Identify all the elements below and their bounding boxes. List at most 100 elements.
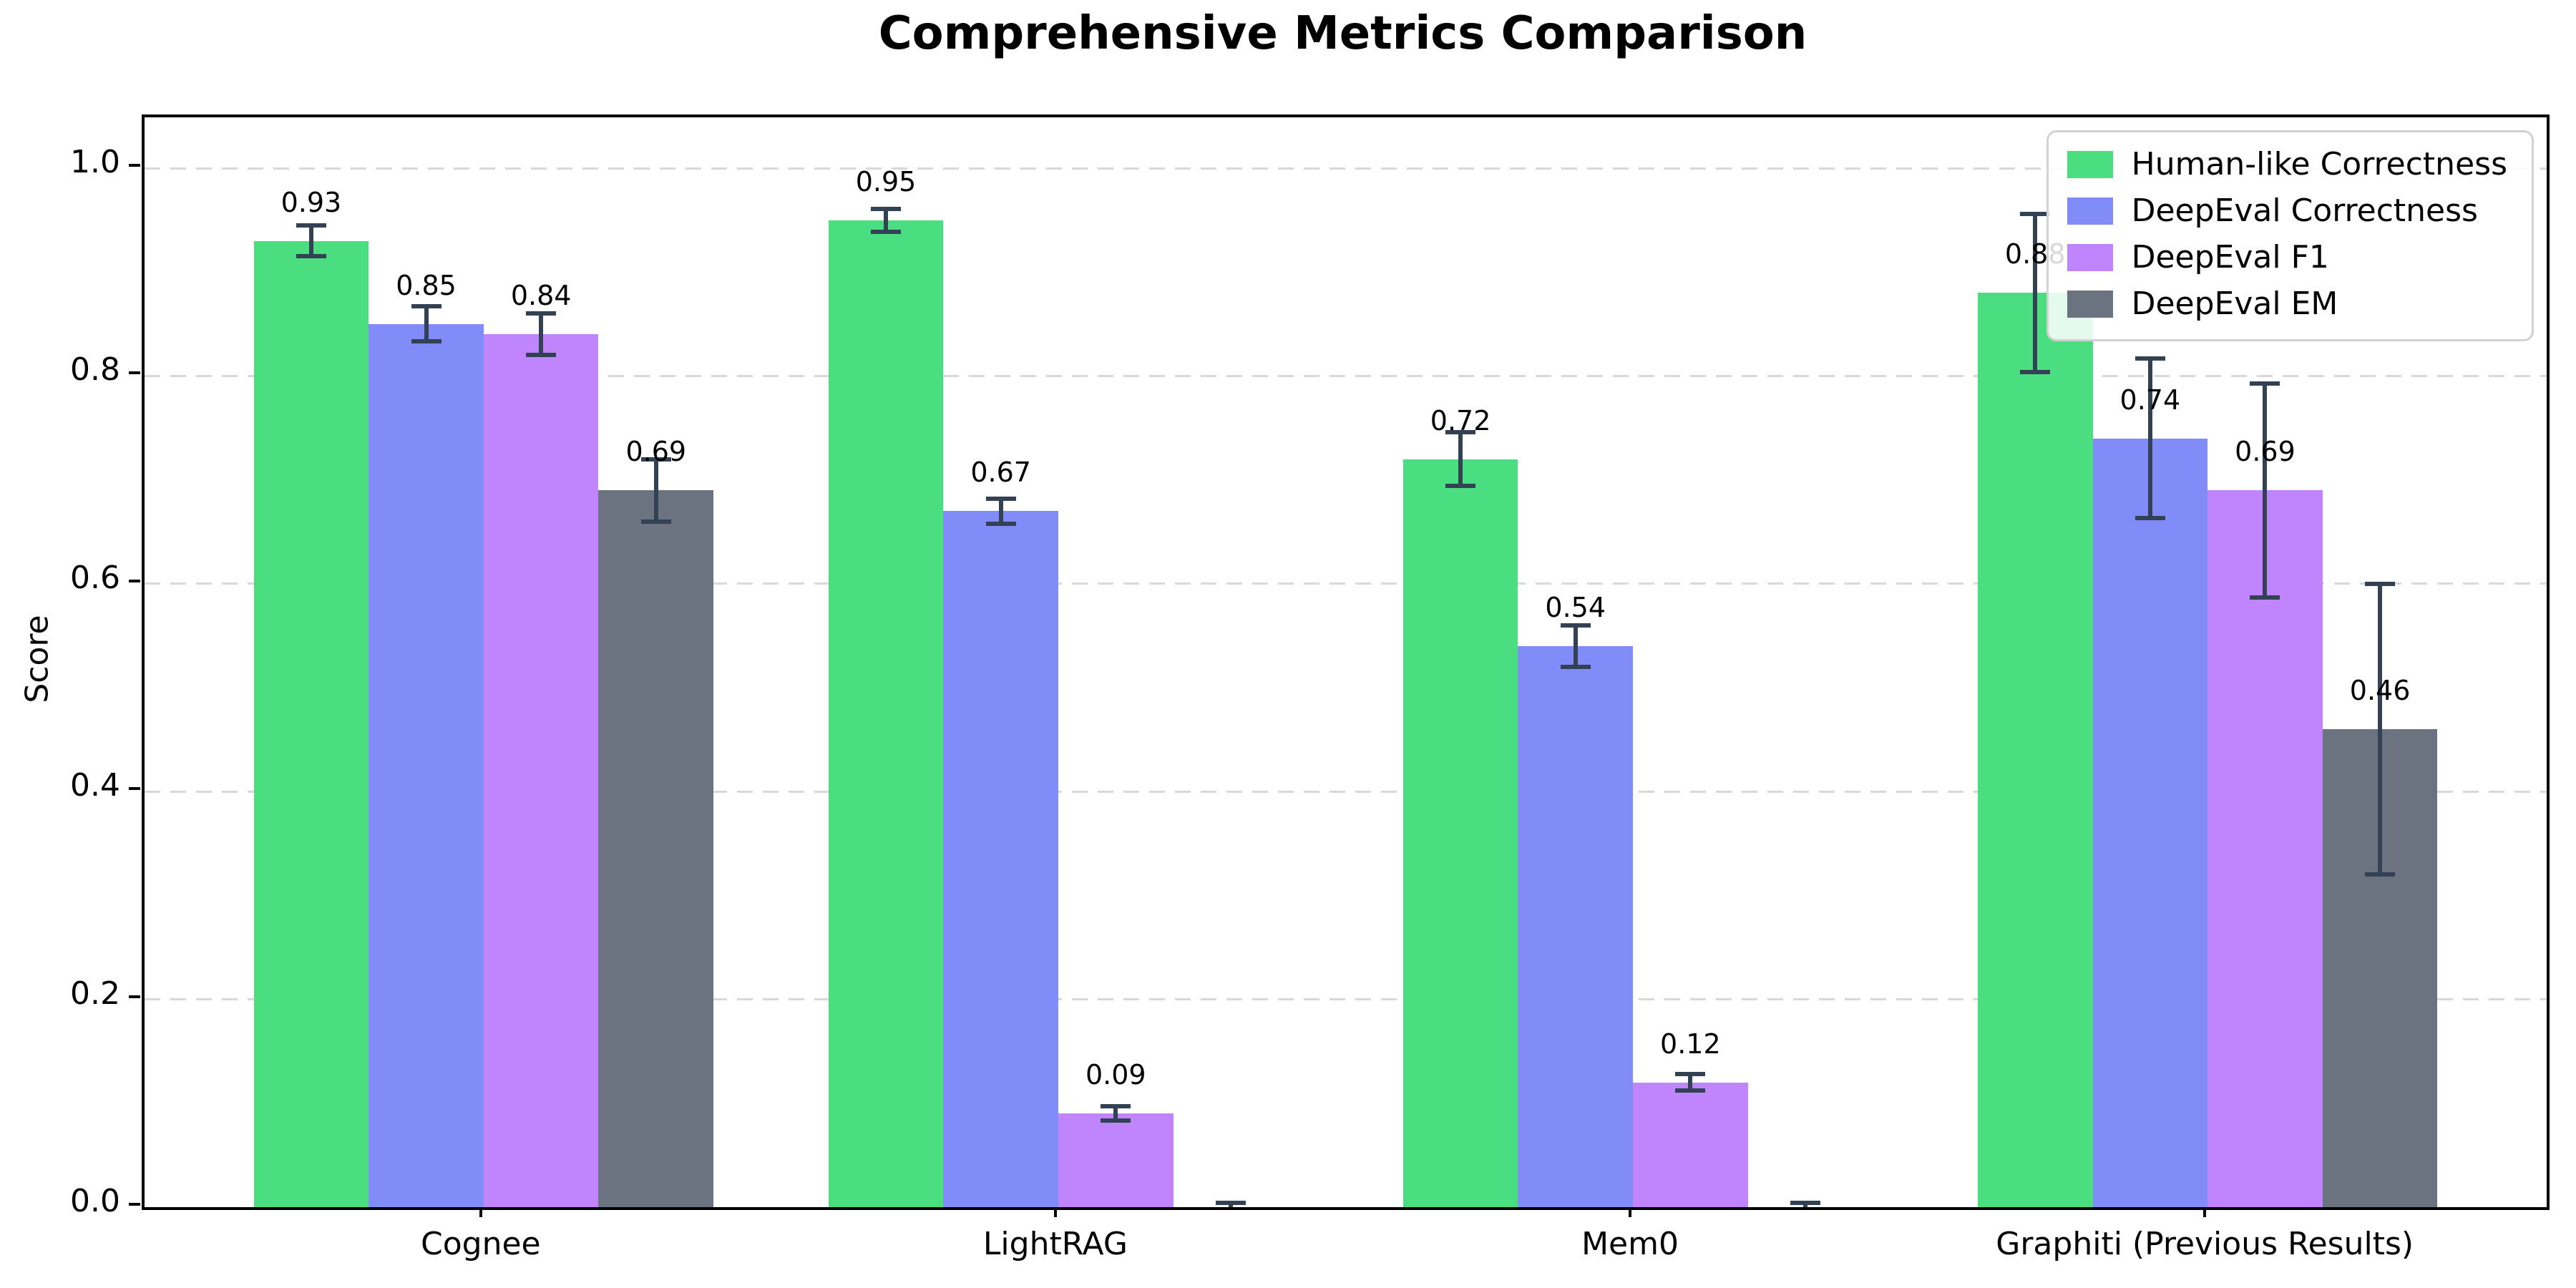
error-bar-cap bbox=[1215, 1201, 1246, 1206]
plot-area: 0.93 0.95 0.72 0.88 0.85 0.67 0.54 0.74 0.84 0.09… bbox=[142, 114, 2550, 1210]
error-bar-cap bbox=[1560, 623, 1591, 628]
error-bar-cap bbox=[1560, 664, 1591, 669]
bar bbox=[1518, 645, 1634, 1207]
error-bar-cap bbox=[2365, 581, 2396, 586]
error-bar-cap bbox=[2250, 595, 2280, 600]
y-tick-mark bbox=[129, 579, 140, 582]
error-bar-line bbox=[1688, 1074, 1693, 1091]
bar bbox=[1977, 293, 2093, 1207]
legend-swatch bbox=[2067, 151, 2113, 178]
bar bbox=[1402, 459, 1518, 1207]
error-bar-line bbox=[2147, 358, 2152, 519]
legend-label: Human-like Correctness bbox=[2131, 146, 2507, 182]
bar-value-label: 0.12 bbox=[1660, 1028, 1721, 1060]
error-bar-cap bbox=[1790, 1201, 1820, 1206]
error-bar-cap bbox=[1675, 1072, 1706, 1077]
error-bar-cap bbox=[411, 304, 441, 309]
error-bar-cap bbox=[2135, 516, 2165, 521]
bar bbox=[828, 220, 944, 1207]
bar-value-label: 0.85 bbox=[396, 269, 457, 301]
y-tick-label: 0.8 bbox=[70, 351, 120, 389]
bar bbox=[2092, 438, 2208, 1207]
x-tick-label: LightRAG bbox=[982, 1226, 1128, 1262]
error-bar-cap bbox=[2365, 872, 2396, 877]
bar-value-label: 0.69 bbox=[2235, 436, 2296, 468]
y-tick-mark bbox=[129, 164, 140, 167]
bar-value-label: 0.69 bbox=[625, 436, 687, 468]
bar bbox=[2207, 490, 2323, 1207]
error-bar-cap bbox=[640, 457, 671, 462]
error-bar-line bbox=[539, 313, 544, 356]
error-bar-cap bbox=[640, 519, 671, 524]
legend-swatch bbox=[2067, 244, 2113, 271]
bar-value-label: 0.67 bbox=[970, 457, 1031, 489]
error-bar-line bbox=[998, 498, 1003, 524]
error-bar-cap bbox=[1445, 484, 1476, 489]
bar-value-label: 0.74 bbox=[2119, 384, 2181, 416]
error-bar-cap bbox=[2135, 356, 2165, 361]
error-bar-cap bbox=[2020, 211, 2051, 216]
y-tick-mark bbox=[129, 1203, 140, 1206]
error-bar-cap bbox=[1101, 1104, 1131, 1109]
error-bar-line bbox=[2378, 583, 2383, 875]
bar-value-label: 0.46 bbox=[2349, 675, 2411, 707]
gridline bbox=[145, 167, 2547, 170]
error-bar-cap bbox=[985, 521, 1016, 526]
legend: Human-like Correctness DeepEval Correctne… bbox=[2046, 130, 2534, 341]
error-bar-cap bbox=[526, 353, 557, 358]
y-tick-mark bbox=[129, 371, 140, 375]
error-bar-cap bbox=[296, 223, 326, 228]
error-bar-cap bbox=[871, 206, 901, 211]
error-bar-cap bbox=[411, 339, 441, 344]
legend-row: DeepEval EM bbox=[2067, 286, 2507, 322]
error-bar-cap bbox=[1101, 1118, 1131, 1123]
x-tick-mark bbox=[1053, 1207, 1057, 1217]
error-bar-cap bbox=[985, 496, 1016, 501]
bar bbox=[943, 511, 1058, 1207]
x-tick-mark bbox=[1629, 1207, 1632, 1217]
bar bbox=[1058, 1113, 1174, 1207]
gridline bbox=[145, 374, 2547, 377]
legend-swatch bbox=[2067, 197, 2113, 225]
bar-value-label: 0.84 bbox=[510, 280, 572, 312]
y-tick-label: 0.0 bbox=[70, 1183, 120, 1219]
y-tick-label: 0.2 bbox=[70, 975, 120, 1012]
error-bar-cap bbox=[296, 254, 326, 259]
bar bbox=[253, 240, 369, 1207]
legend-label: DeepEval Correctness bbox=[2131, 192, 2478, 229]
y-tick-mark bbox=[129, 995, 140, 998]
chart-title: Comprehensive Metrics Comparison bbox=[878, 7, 1807, 60]
legend-label: DeepEval EM bbox=[2131, 286, 2338, 322]
bar bbox=[598, 490, 714, 1207]
gridline bbox=[145, 790, 2547, 793]
x-tick-mark bbox=[479, 1207, 482, 1217]
error-bar-line bbox=[653, 459, 658, 522]
gridline bbox=[145, 582, 2547, 585]
error-bar-line bbox=[1458, 431, 1463, 487]
y-tick-label: 0.4 bbox=[70, 767, 120, 804]
error-bar-cap bbox=[1445, 429, 1476, 434]
error-bar-cap bbox=[871, 229, 901, 234]
x-tick-label: Cognee bbox=[421, 1226, 541, 1262]
y-tick-label: 0.6 bbox=[70, 559, 120, 596]
error-bar-cap bbox=[2250, 381, 2280, 386]
bar-value-label: 0.09 bbox=[1085, 1059, 1146, 1091]
error-bar-cap bbox=[2020, 369, 2051, 374]
error-bar-line bbox=[1573, 625, 1578, 667]
error-bar-line bbox=[2033, 213, 2038, 372]
error-bar-line bbox=[2263, 383, 2268, 597]
bar bbox=[483, 334, 599, 1207]
bar-value-label: 0.54 bbox=[1545, 591, 1606, 623]
bar bbox=[369, 323, 484, 1207]
bar bbox=[1633, 1082, 1748, 1207]
error-bar-cap bbox=[526, 311, 557, 316]
legend-row: DeepEval Correctness bbox=[2067, 193, 2507, 229]
error-bar-line bbox=[308, 225, 313, 257]
y-tick-label: 1.0 bbox=[70, 144, 120, 180]
bar-value-label: 0.93 bbox=[280, 186, 342, 218]
legend-row: Human-like Correctness bbox=[2067, 147, 2507, 182]
bar-value-label: 0.72 bbox=[1430, 404, 1491, 436]
bar-value-label: 0.95 bbox=[855, 165, 917, 197]
error-bar-line bbox=[884, 208, 888, 232]
